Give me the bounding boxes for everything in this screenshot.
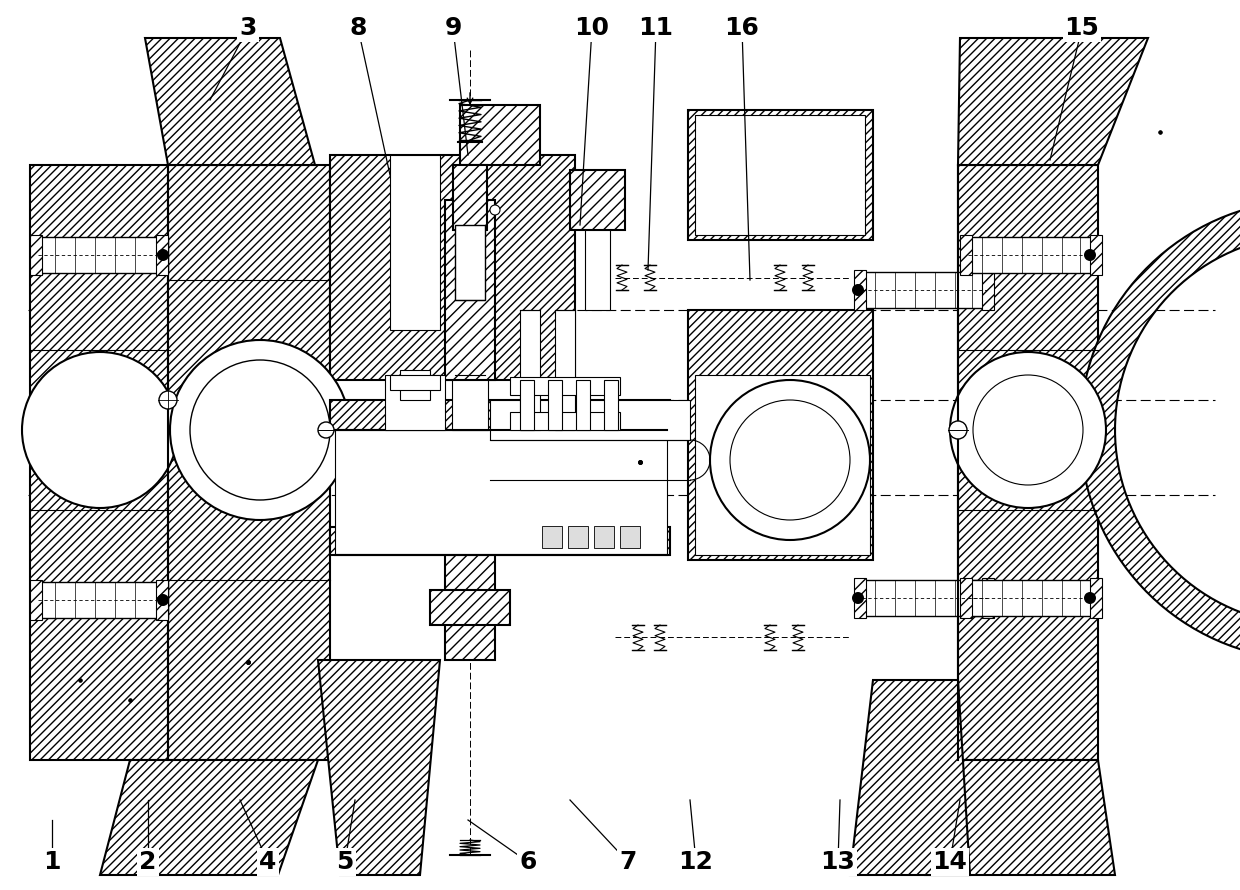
Circle shape — [950, 352, 1106, 508]
Bar — [520, 310, 539, 430]
Bar — [330, 400, 670, 430]
Circle shape — [157, 594, 169, 606]
Bar — [694, 115, 866, 235]
Text: 9: 9 — [444, 16, 461, 40]
Bar — [391, 155, 440, 330]
Bar — [445, 200, 495, 380]
Bar — [585, 230, 610, 310]
Polygon shape — [430, 430, 510, 530]
Bar — [167, 165, 330, 760]
Bar — [30, 165, 170, 760]
Bar — [568, 526, 588, 548]
Bar — [556, 310, 575, 430]
Bar — [570, 170, 625, 230]
Bar — [968, 237, 1092, 273]
Text: 15: 15 — [1065, 16, 1100, 40]
Bar — [30, 580, 42, 620]
Bar — [156, 235, 167, 275]
Bar — [453, 380, 489, 430]
Bar — [335, 430, 667, 554]
Bar — [510, 377, 620, 395]
Circle shape — [730, 400, 849, 520]
Polygon shape — [925, 760, 1115, 875]
Text: 16: 16 — [724, 16, 759, 40]
Bar — [959, 165, 1097, 760]
Text: 11: 11 — [639, 16, 673, 40]
Bar — [854, 270, 866, 310]
Polygon shape — [100, 760, 317, 875]
Circle shape — [852, 284, 864, 296]
Circle shape — [157, 249, 169, 261]
Circle shape — [973, 375, 1083, 485]
Bar — [960, 235, 972, 275]
Bar — [445, 465, 495, 660]
Circle shape — [159, 391, 177, 409]
Bar — [460, 105, 539, 165]
Bar — [577, 380, 590, 430]
Bar — [38, 582, 167, 618]
Text: 10: 10 — [574, 16, 610, 40]
Polygon shape — [849, 680, 970, 875]
Bar — [455, 225, 485, 300]
Bar — [620, 526, 640, 548]
Bar — [688, 110, 873, 240]
Text: 13: 13 — [821, 850, 856, 874]
Circle shape — [852, 592, 864, 604]
Bar — [30, 235, 42, 275]
Bar — [38, 237, 167, 273]
Circle shape — [190, 360, 330, 500]
Bar — [490, 400, 689, 440]
Bar — [982, 270, 994, 310]
Text: 5: 5 — [336, 850, 353, 874]
Polygon shape — [1080, 208, 1240, 652]
Bar — [330, 527, 670, 555]
Bar — [156, 580, 167, 620]
Bar — [453, 165, 487, 230]
Bar — [401, 370, 430, 400]
Bar — [968, 580, 1092, 616]
Text: 1: 1 — [43, 850, 61, 874]
Text: 7: 7 — [619, 850, 636, 874]
Bar — [862, 272, 987, 308]
Text: 12: 12 — [678, 850, 713, 874]
Bar — [330, 155, 575, 380]
Bar — [1090, 235, 1102, 275]
Circle shape — [170, 340, 350, 520]
Bar — [548, 380, 562, 430]
Circle shape — [949, 421, 967, 439]
Text: 6: 6 — [520, 850, 537, 874]
Bar — [594, 526, 614, 548]
Circle shape — [1084, 249, 1096, 261]
Bar — [862, 580, 987, 616]
Bar — [384, 375, 445, 430]
Circle shape — [1084, 592, 1096, 604]
Circle shape — [317, 422, 334, 438]
Bar — [430, 590, 510, 625]
Bar — [982, 578, 994, 618]
Text: 4: 4 — [259, 850, 277, 874]
Bar — [520, 380, 534, 430]
Bar — [1090, 578, 1102, 618]
Text: 2: 2 — [139, 850, 156, 874]
Bar — [604, 380, 618, 430]
Circle shape — [490, 205, 500, 215]
Bar — [960, 578, 972, 618]
Bar — [688, 310, 873, 560]
Circle shape — [22, 352, 179, 508]
Bar — [391, 375, 440, 390]
Circle shape — [711, 380, 870, 540]
Bar — [542, 526, 562, 548]
Bar — [854, 578, 866, 618]
Text: 3: 3 — [239, 16, 257, 40]
Polygon shape — [317, 660, 440, 875]
Polygon shape — [145, 38, 315, 165]
Polygon shape — [959, 38, 1148, 165]
Text: 8: 8 — [350, 16, 367, 40]
Text: 14: 14 — [932, 850, 967, 874]
Bar — [510, 412, 620, 430]
Bar — [694, 375, 870, 555]
